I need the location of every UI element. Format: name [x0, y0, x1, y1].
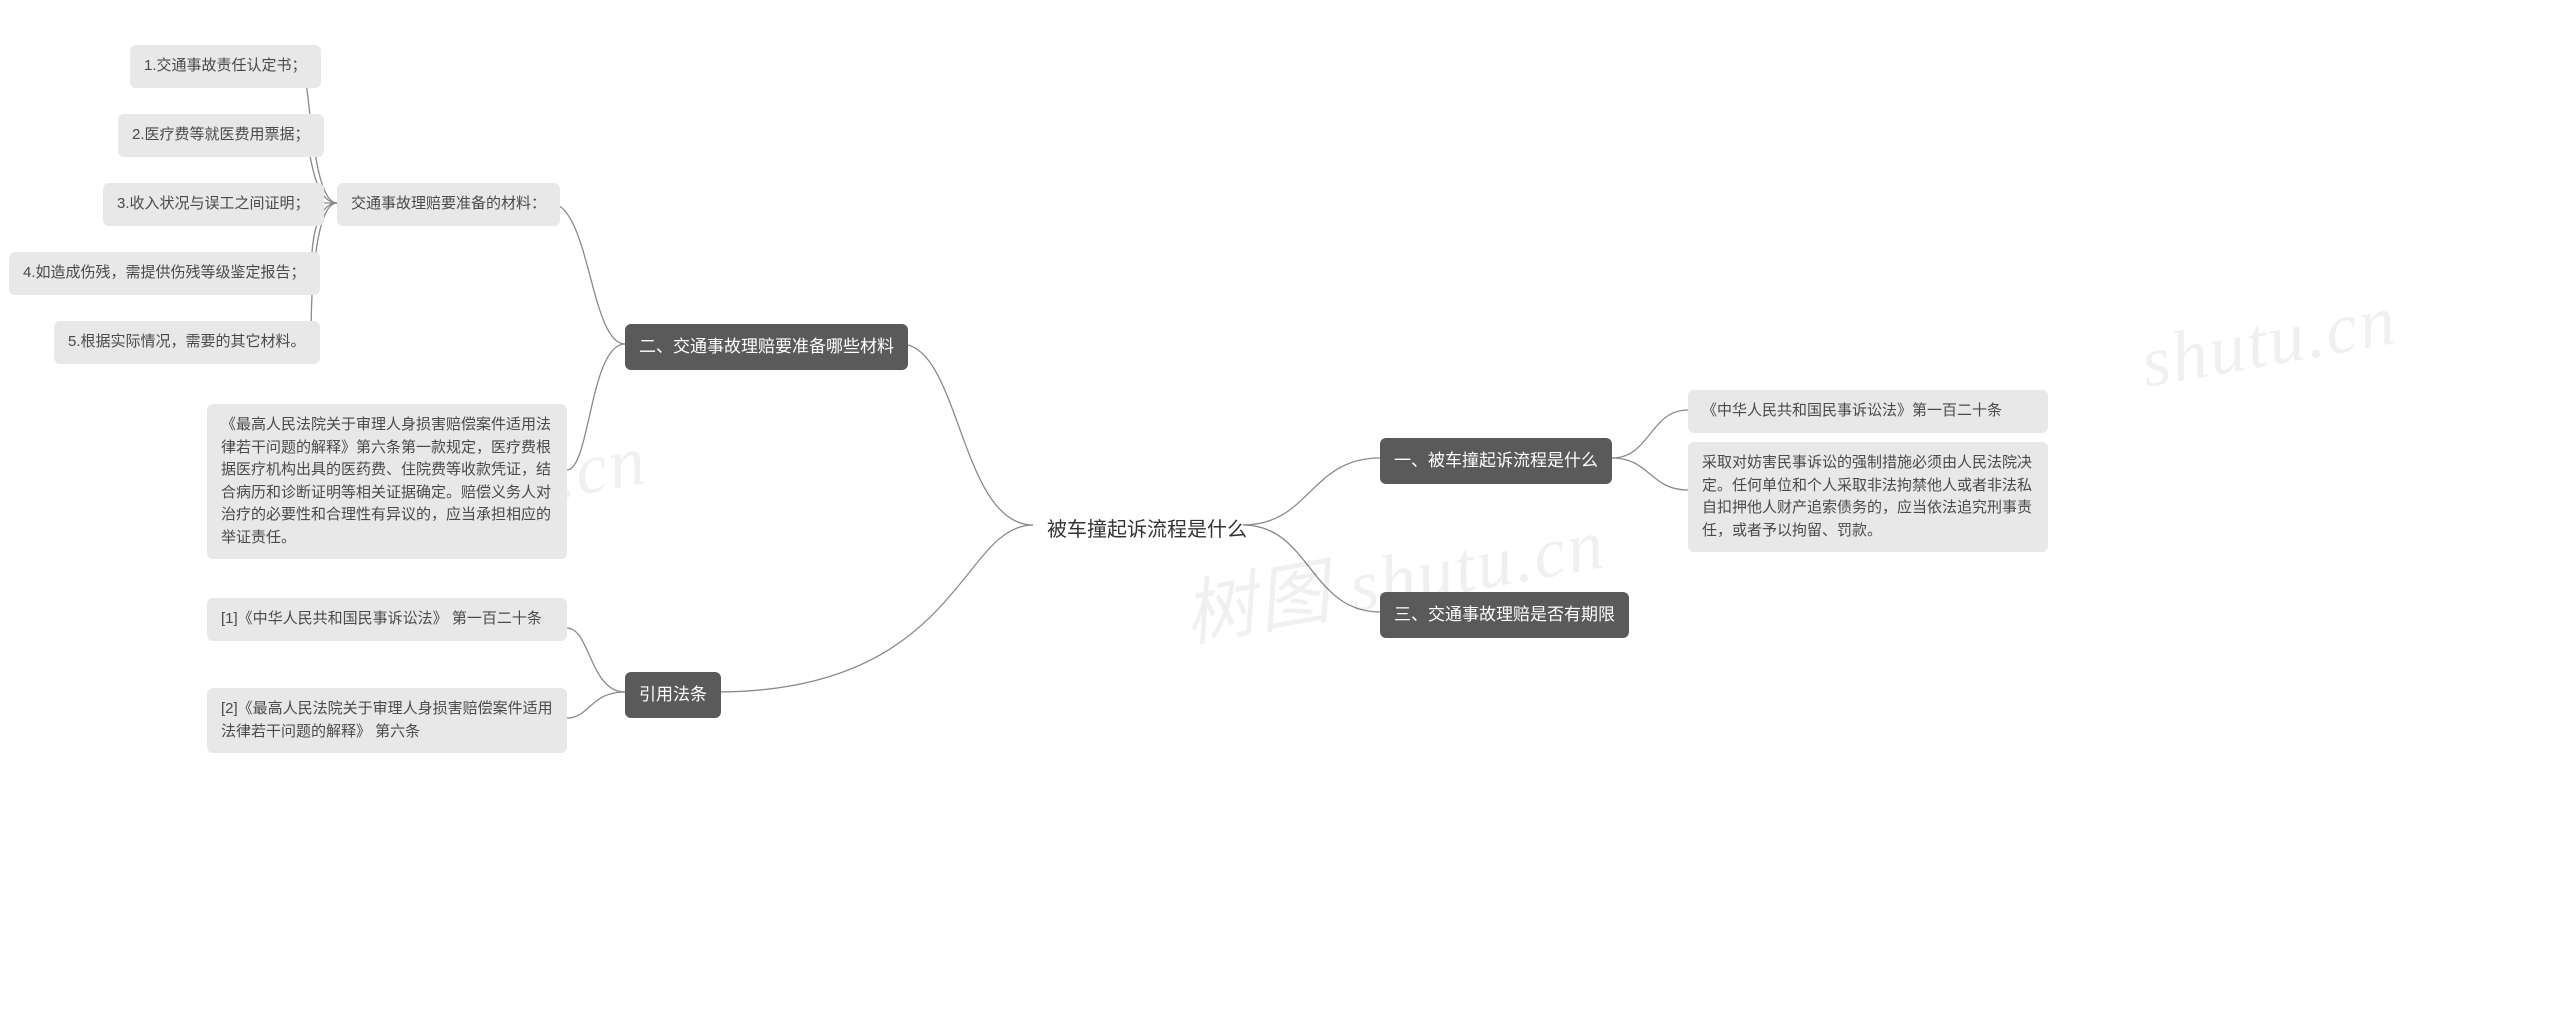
leaf-m4: 4.如造成伤残，需提供伤残等级鉴定报告；	[9, 252, 320, 295]
leaf-r1c2: 采取对妨害民事诉讼的强制措施必须由人民法院决定。任何单位和个人采取非法拘禁他人或…	[1688, 442, 2048, 552]
root-node: 被车撞起诉流程是什么	[1033, 505, 1261, 555]
leaf-m1: 1.交通事故责任认定书；	[130, 45, 321, 88]
leaf-law2: [2]《最高人民法院关于审理人身损害赔偿案件适用法律若干问题的解释》 第六条	[207, 688, 567, 753]
leaf-m3: 3.收入状况与误工之间证明；	[103, 183, 324, 226]
branch-3: 三、交通事故理赔是否有期限	[1380, 592, 1629, 638]
branch-1: 一、被车撞起诉流程是什么	[1380, 438, 1612, 484]
watermark: shutu.cn	[2135, 278, 2403, 405]
leaf-expl: 《最高人民法院关于审理人身损害赔偿案件适用法律若干问题的解释》第六条第一款规定，…	[207, 404, 567, 559]
branch-4: 引用法条	[625, 672, 721, 718]
leaf-m2: 2.医疗费等就医费用票据；	[118, 114, 324, 157]
leaf-law1: [1]《中华人民共和国民事诉讼法》 第一百二十条	[207, 598, 567, 641]
branch-2: 二、交通事故理赔要准备哪些材料	[625, 324, 908, 370]
leaf-r1c1: 《中华人民共和国民事诉讼法》第一百二十条	[1688, 390, 2048, 433]
leaf-mats: 交通事故理赔要准备的材料：	[337, 183, 560, 226]
leaf-m5: 5.根据实际情况，需要的其它材料。	[54, 321, 320, 364]
